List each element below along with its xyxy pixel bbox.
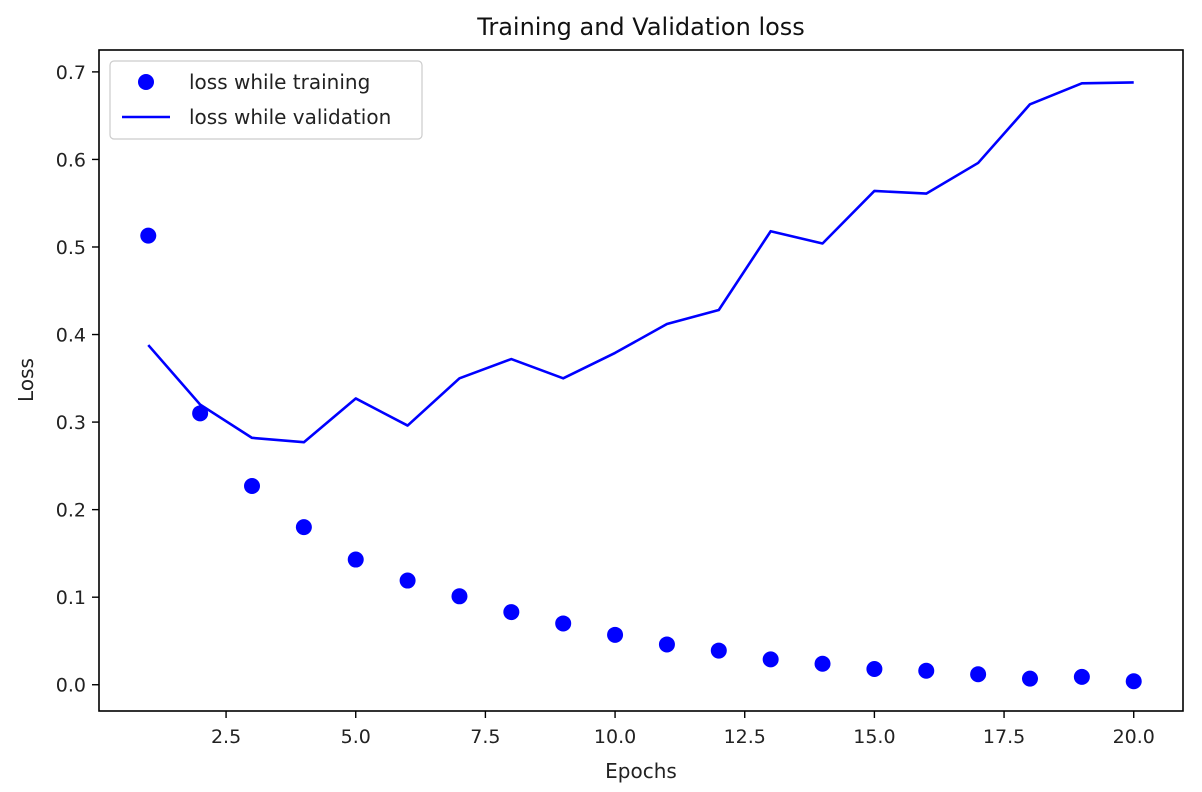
training-loss-point <box>762 651 779 668</box>
x-tick-label: 5.0 <box>341 726 371 748</box>
training-loss-point <box>140 227 157 244</box>
x-tick-label: 10.0 <box>594 726 636 748</box>
x-tick-label: 12.5 <box>724 726 766 748</box>
x-tick-label: 2.5 <box>211 726 241 748</box>
legend-marker-training <box>138 74 154 90</box>
training-loss-point <box>192 405 209 422</box>
plot-area <box>98 49 1184 712</box>
training-loss-point <box>295 519 312 536</box>
training-loss-point <box>607 626 624 643</box>
training-loss-point <box>1125 673 1142 690</box>
training-loss-point <box>451 588 468 605</box>
x-axis: 2.5 5.0 7.5 10.0 12.5 15.0 17.5 20.0 <box>211 711 1155 748</box>
training-loss-point <box>970 666 987 683</box>
validation-loss-line <box>147 81 1134 444</box>
series-layer <box>140 81 1142 690</box>
x-tick-label: 20.0 <box>1113 726 1155 748</box>
y-tick-label: 0.4 <box>56 325 86 347</box>
legend-label-training: loss while training <box>189 70 370 94</box>
training-loss-point <box>710 642 727 659</box>
legend-box <box>109 60 423 140</box>
training-loss-point <box>1073 668 1090 685</box>
training-loss-point <box>503 604 520 621</box>
y-tick-label: 0.0 <box>56 675 86 697</box>
y-tick-label: 0.6 <box>56 149 86 171</box>
chart-title: Training and Validation loss <box>476 13 805 41</box>
training-loss-point <box>399 572 416 589</box>
y-axis-title: Loss <box>14 358 38 402</box>
legend-label-validation: loss while validation <box>189 105 391 129</box>
legend: loss while training loss while validatio… <box>109 60 423 140</box>
y-tick-label: 0.3 <box>56 412 86 434</box>
training-loss-point <box>918 662 935 679</box>
training-loss-point <box>866 660 883 677</box>
y-tick-label: 0.7 <box>56 62 86 84</box>
x-tick-label: 15.0 <box>853 726 895 748</box>
training-loss-point <box>814 655 831 672</box>
training-loss-point <box>658 636 675 653</box>
x-tick-label: 17.5 <box>983 726 1025 748</box>
x-tick-label: 7.5 <box>470 726 500 748</box>
training-loss-point <box>555 615 572 632</box>
x-axis-title: Epochs <box>605 759 677 783</box>
y-tick-label: 0.5 <box>56 237 86 259</box>
training-loss-point <box>347 551 364 568</box>
training-loss-point <box>244 477 261 494</box>
y-tick-label: 0.2 <box>56 500 86 522</box>
y-axis: 0.0 0.1 0.2 0.3 0.4 0.5 0.6 0.7 <box>56 62 99 697</box>
y-tick-label: 0.1 <box>56 587 86 609</box>
training-loss-point <box>1021 670 1038 687</box>
